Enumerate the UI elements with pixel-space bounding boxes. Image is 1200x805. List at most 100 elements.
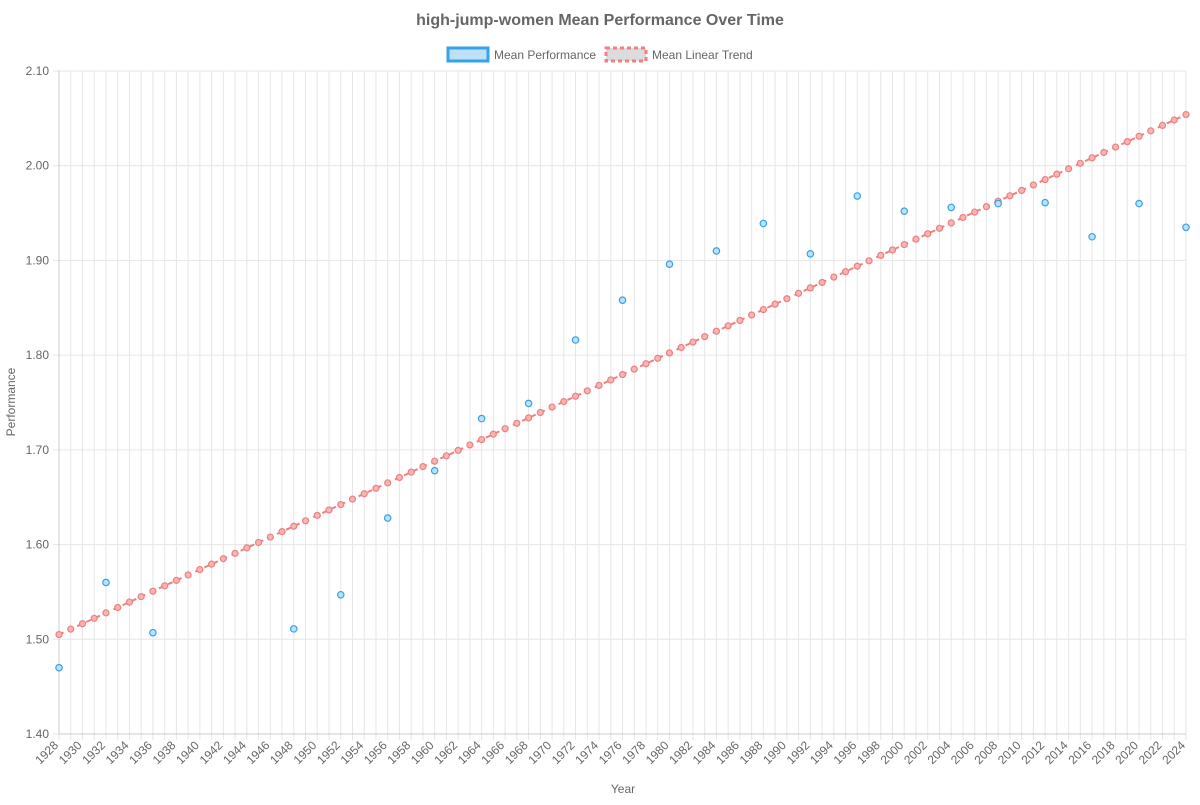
x-tick-label: 1982 xyxy=(666,738,695,767)
trend-point xyxy=(947,219,955,227)
trend-point xyxy=(736,316,744,324)
y-tick-label: 1.80 xyxy=(26,348,50,362)
trend-point xyxy=(478,435,486,444)
x-tick-label: 1974 xyxy=(572,738,601,767)
trend-point xyxy=(618,370,627,379)
performance-point[interactable] xyxy=(1088,232,1096,241)
x-tick-label: 1938 xyxy=(150,738,179,767)
performance-point[interactable] xyxy=(524,399,533,408)
x-tick-label: 2018 xyxy=(1089,738,1118,767)
trend-point xyxy=(853,262,861,270)
x-tick-label: 1940 xyxy=(173,738,202,767)
x-tick-label: 1996 xyxy=(831,738,860,767)
trend-point xyxy=(877,251,885,259)
x-tick-label: 1970 xyxy=(525,738,554,767)
trend-point xyxy=(161,582,169,590)
x-tick-label: 1960 xyxy=(408,738,437,767)
trend-point xyxy=(137,593,145,601)
x-tick-label: 1988 xyxy=(737,738,766,767)
x-tick-label: 1966 xyxy=(478,738,507,767)
x-tick-label: 1950 xyxy=(291,738,320,767)
trend-point xyxy=(771,300,779,308)
performance-point[interactable] xyxy=(994,199,1002,208)
performance-point[interactable] xyxy=(1041,198,1049,207)
trend-point xyxy=(266,533,274,541)
trend-point xyxy=(1088,154,1096,162)
performance-point[interactable] xyxy=(55,663,63,672)
trend-point xyxy=(1158,121,1167,130)
performance-point[interactable] xyxy=(477,414,486,423)
trend-point xyxy=(325,506,333,514)
trend-point xyxy=(407,468,415,476)
trend-point xyxy=(1170,116,1178,124)
legend-item-mean-performance[interactable]: Mean Performance xyxy=(446,46,596,63)
performance-point[interactable] xyxy=(618,296,627,305)
trend-point xyxy=(583,387,591,395)
performance-point[interactable] xyxy=(571,336,580,344)
trend-point xyxy=(900,240,908,249)
y-tick-label: 1.70 xyxy=(26,443,50,457)
trend-point xyxy=(431,457,439,465)
trend-point xyxy=(219,555,227,563)
legend-label-mean-linear-trend: Mean Linear Trend xyxy=(652,48,753,62)
performance-point[interactable] xyxy=(759,219,768,228)
legend-item-mean-linear-trend[interactable]: Mean Linear Trend xyxy=(604,46,753,63)
trend-point xyxy=(254,538,263,547)
performance-point[interactable] xyxy=(149,628,157,637)
x-tick-label: 1964 xyxy=(455,738,484,767)
y-tick-label: 1.50 xyxy=(26,632,50,646)
trend-point xyxy=(466,441,474,449)
x-tick-label: 2022 xyxy=(1136,738,1165,767)
trend-point xyxy=(524,414,533,422)
x-tick-label: 2008 xyxy=(972,738,1001,767)
trend-point xyxy=(654,354,662,362)
trend-point xyxy=(759,305,767,314)
performance-point[interactable] xyxy=(947,203,956,212)
y-tick-label: 1.60 xyxy=(26,538,50,552)
trend-point xyxy=(208,560,216,568)
trend-point xyxy=(935,224,944,232)
x-tick-label: 2020 xyxy=(1112,738,1141,767)
legend[interactable]: Mean Performance Mean Linear Trend xyxy=(446,46,753,63)
x-tick-label: 1944 xyxy=(220,738,249,767)
performance-point[interactable] xyxy=(289,625,298,633)
trend-point xyxy=(924,230,932,238)
trend-point xyxy=(595,381,603,389)
performance-point[interactable] xyxy=(665,260,674,269)
trend-point xyxy=(982,203,991,211)
performance-point[interactable] xyxy=(712,247,721,255)
performance-point[interactable] xyxy=(900,207,909,215)
y-axis-ticks: 1.40 1.50 1.60 1.70 1.80 1.90 2.00 2.10 xyxy=(26,64,50,741)
x-tick-label: 1932 xyxy=(79,738,108,767)
trend-point xyxy=(172,576,180,584)
trend-point xyxy=(689,338,697,346)
performance-point[interactable] xyxy=(383,514,392,522)
trend-point xyxy=(806,284,814,292)
trend-point xyxy=(536,408,544,417)
performance-point[interactable] xyxy=(430,466,439,475)
trend-point xyxy=(55,630,63,639)
x-tick-label: 1992 xyxy=(784,738,813,767)
performance-point[interactable] xyxy=(1135,199,1143,208)
x-tick-label: 1956 xyxy=(361,738,390,767)
performance-point[interactable] xyxy=(102,578,110,587)
trend-point xyxy=(1123,138,1131,146)
x-tick-label: 1968 xyxy=(502,738,531,767)
performance-point[interactable] xyxy=(336,590,345,599)
trend-point xyxy=(665,349,674,357)
trend-point xyxy=(196,565,204,574)
trend-point xyxy=(489,430,497,438)
trend-point xyxy=(1041,175,1049,184)
x-axis-label: Year xyxy=(611,782,635,796)
trend-point xyxy=(243,544,251,552)
performance-point[interactable] xyxy=(853,192,862,200)
performance-point[interactable] xyxy=(1182,223,1190,232)
performance-point[interactable] xyxy=(806,249,815,258)
chart-title: high-jump-women Mean Performance Over Ti… xyxy=(416,12,784,29)
trend-point xyxy=(571,392,580,400)
trend-point xyxy=(1006,192,1014,200)
x-tick-label: 1984 xyxy=(690,738,719,767)
trend-point xyxy=(1065,165,1073,173)
x-tick-label: 1934 xyxy=(103,738,132,767)
